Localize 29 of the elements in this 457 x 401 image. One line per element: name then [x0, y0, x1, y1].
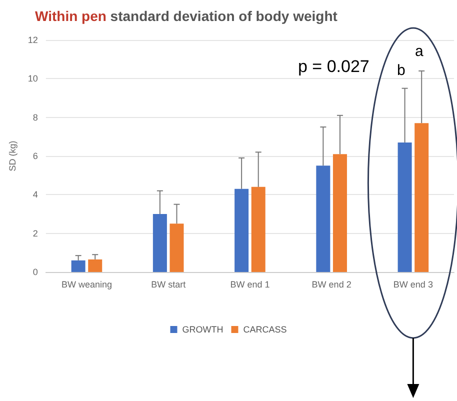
y-tick-label: 0	[32, 267, 38, 277]
bar	[170, 224, 184, 272]
y-tick-label: 10	[28, 74, 38, 84]
bar	[234, 188, 249, 272]
x-tick-label: BW start	[151, 280, 186, 290]
bar	[316, 166, 330, 272]
bar	[88, 259, 102, 272]
x-tick-label: BW end 1	[230, 280, 270, 290]
annotation: p = 0.027	[298, 57, 370, 76]
y-tick-label: 4	[32, 190, 38, 200]
bar	[398, 142, 412, 272]
x-tick-label: BW weaning	[61, 280, 112, 290]
annotation: b	[397, 62, 406, 79]
y-tick-label: 12	[28, 35, 38, 45]
y-tick-label: 8	[32, 112, 38, 122]
chart-title: Within pen standard deviation of body weight	[35, 8, 338, 24]
bar	[71, 260, 86, 272]
bar	[332, 154, 347, 272]
y-tick-label: 2	[32, 228, 38, 238]
x-tick-label: BW end 2	[312, 280, 352, 290]
legend-label: GROWTH	[182, 324, 224, 334]
bar	[414, 123, 429, 272]
bar	[152, 214, 167, 272]
legend-label: CARCASS	[243, 324, 287, 334]
bar	[251, 186, 266, 272]
x-tick-label: BW end 3	[393, 280, 433, 290]
annotation: a	[415, 43, 424, 60]
y-axis-title: SD (kg)	[8, 140, 18, 172]
y-tick-label: 6	[32, 151, 38, 161]
